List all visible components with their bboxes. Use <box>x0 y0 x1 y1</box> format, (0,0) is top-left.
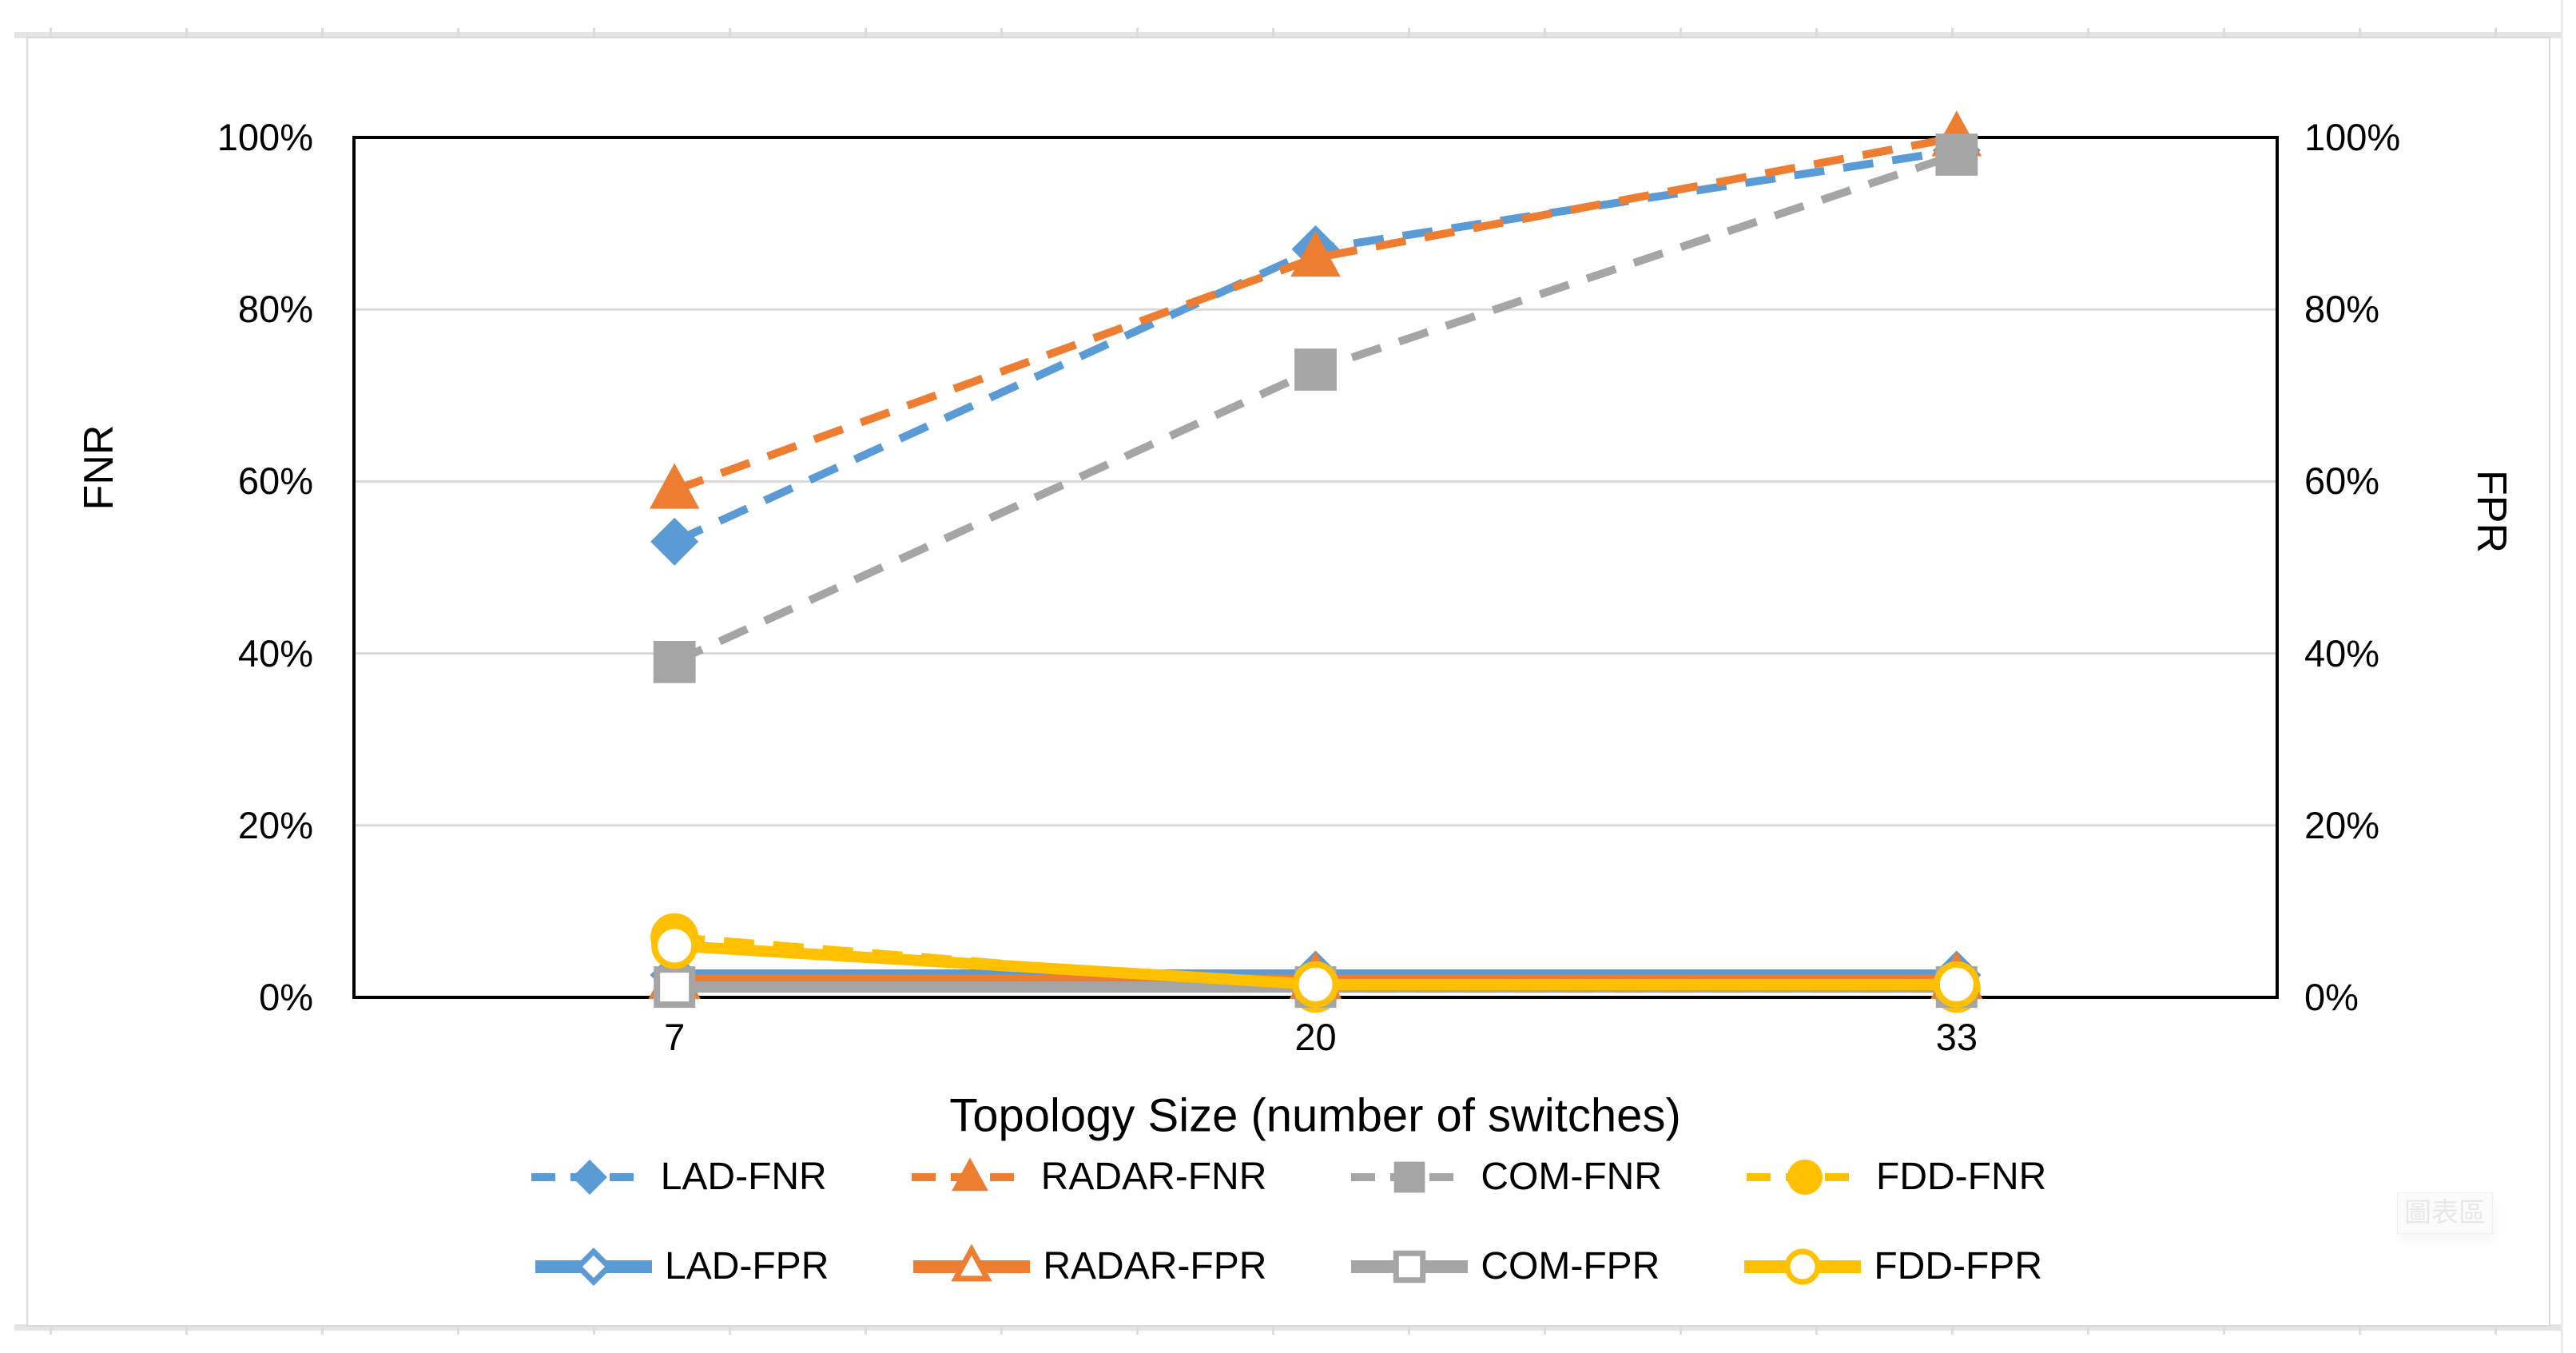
legend-key-LAD-FNR <box>531 1160 648 1195</box>
legend-item-LAD-FNR[interactable]: LAD-FNR <box>530 1153 827 1201</box>
right-axis-tick-100%: 100% <box>2304 116 2401 158</box>
marker-square-COM-FNR <box>1394 1161 1425 1193</box>
legend-label-RADAR-FNR: RADAR-FNR <box>1040 1156 1267 1198</box>
marker-triangle-RADAR-FPR <box>951 1244 993 1282</box>
left-axis-tick-100%: 100% <box>217 116 313 158</box>
right-axis-tick-80%: 80% <box>2304 288 2380 331</box>
legend-item-FDD-FNR[interactable]: FDD-FNR <box>1745 1153 2046 1201</box>
series-line-LAD-FNR <box>673 146 1958 546</box>
chart-area-tooltip: 圖表區 <box>2397 1192 2493 1234</box>
plot-area[interactable] <box>352 110 2279 1013</box>
marker-diamond-LAD-FNR <box>650 517 699 566</box>
marker-circle-FDD-FNR <box>1787 1160 1823 1195</box>
spreadsheet-column-edge <box>2561 0 2563 1353</box>
marker-square-COM-FPR <box>1393 1250 1426 1283</box>
legend-label-COM-FPR: COM-FPR <box>1481 1245 1660 1287</box>
legend-label-RADAR-FPR: RADAR-FPR <box>1043 1245 1267 1287</box>
legend-label-FDD-FNR: FDD-FNR <box>1876 1156 2047 1198</box>
legend-item-COM-FPR[interactable]: COM-FPR <box>1350 1243 1660 1291</box>
left-axis-tick-40%: 40% <box>237 631 313 675</box>
left-axis-tick-80%: 80% <box>237 288 313 331</box>
marker-circle-FDD-FPR <box>651 922 698 969</box>
marker-circle-FDD-FPR <box>1784 1248 1821 1285</box>
right-axis-tick-60%: 60% <box>2304 460 2380 503</box>
series-line-RADAR-FNR <box>673 133 1958 494</box>
legend-label-LAD-FPR: LAD-FPR <box>665 1245 829 1287</box>
legend-row-fpr: LAD-FPR RADAR-FPR COM-FPR FDD-FPR <box>0 1239 2576 1295</box>
legend-item-RADAR-FPR[interactable]: RADAR-FPR <box>912 1243 1266 1291</box>
marker-triangle-RADAR-FNR <box>951 1157 988 1192</box>
legend-item-COM-FNR[interactable]: COM-FNR <box>1350 1153 1662 1201</box>
x-axis-tick-7: 7 <box>664 1016 686 1058</box>
legend-key-LAD-FPR <box>535 1248 652 1286</box>
marker-circle-FDD-FPR <box>1292 961 1339 1008</box>
legend-key-FDD-FNR <box>1747 1160 1863 1195</box>
chart-area[interactable] <box>26 37 2550 1327</box>
right-axis-tick-labels: 0% 20% 40% 60% 80% 100% <box>2304 0 2560 1353</box>
marker-square-COM-FNR <box>1294 348 1337 391</box>
marker-diamond-LAD-FPR <box>574 1248 613 1286</box>
marker-square-COM-FNR <box>1935 133 1978 176</box>
left-axis-tick-60%: 60% <box>237 460 313 503</box>
legend-row-fnr: LAD-FNR RADAR-FNR COM-FNR FDD-FNR <box>0 1149 2576 1205</box>
legend-key-RADAR-FNR <box>911 1157 1028 1192</box>
left-axis-tick-20%: 20% <box>237 803 313 846</box>
marker-square-COM-FNR <box>653 640 696 683</box>
right-axis-tick-20%: 20% <box>2304 803 2380 846</box>
legend-label-COM-FNR: COM-FNR <box>1481 1156 1662 1198</box>
legend-label-FDD-FPR: FDD-FPR <box>1874 1245 2042 1287</box>
legend-item-LAD-FPR[interactable]: LAD-FPR <box>534 1243 829 1291</box>
legend-key-FDD-FPR <box>1744 1248 1862 1285</box>
marker-triangle-RADAR-FNR <box>1290 231 1341 277</box>
marker-triangle-RADAR-FNR <box>649 463 700 509</box>
legend-item-RADAR-FNR[interactable]: RADAR-FNR <box>910 1153 1267 1201</box>
marker-diamond-LAD-FNR <box>571 1160 607 1195</box>
left-axis-tick-labels: 0% 20% 40% 60% 80% 100% <box>0 0 318 1353</box>
left-axis-tick-0%: 0% <box>259 976 313 1018</box>
right-axis-tick-40%: 40% <box>2304 631 2380 675</box>
marker-circle-FDD-FPR <box>1933 961 1980 1008</box>
x-axis-tick-33: 33 <box>1935 1016 1978 1058</box>
legend-key-COM-FPR <box>1351 1250 1469 1283</box>
x-axis-tick-20: 20 <box>1294 1016 1337 1058</box>
right-axis-tick-0%: 0% <box>2304 976 2359 1018</box>
marker-square-COM-FPR <box>654 966 696 1009</box>
legend-key-RADAR-FPR <box>913 1244 1031 1282</box>
legend-item-FDD-FPR[interactable]: FDD-FPR <box>1743 1243 2042 1291</box>
legend-key-COM-FNR <box>1351 1161 1469 1193</box>
x-axis-title: Topology Size (number of switches) <box>949 1089 1681 1142</box>
legend-label-LAD-FNR: LAD-FNR <box>660 1156 827 1198</box>
